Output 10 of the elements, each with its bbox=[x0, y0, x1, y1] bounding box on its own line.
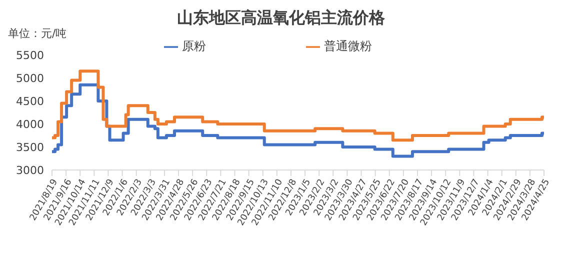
legend-label: 普通微粉 bbox=[324, 39, 372, 53]
y-tick-label: 5500 bbox=[16, 48, 44, 62]
y-tick-label: 4000 bbox=[16, 118, 44, 131]
y-tick-label: 3000 bbox=[16, 164, 44, 177]
y-axis-title: 单位：元/吨 bbox=[8, 26, 67, 41]
y-tick-label: 5000 bbox=[16, 72, 44, 85]
legend-label: 原粉 bbox=[182, 39, 206, 53]
y-tick-label: 4500 bbox=[16, 94, 44, 108]
y-tick-label: 3500 bbox=[16, 140, 44, 154]
chart-title: 山东地区高温氧化铝主流价格 bbox=[177, 8, 385, 27]
